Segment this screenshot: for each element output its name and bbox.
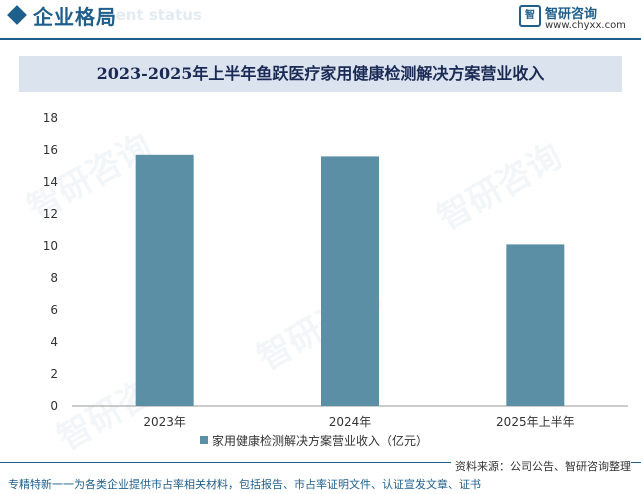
bar-chart: 0 2 4 6 8 10 12 14 16 18 2023年 2024年 2025年上半年家用健康检测解… <box>43 111 628 448</box>
x-tick-label: 2024年 <box>329 415 372 429</box>
legend-label: 家用健康检测解决方案营业收入（亿元） <box>212 433 428 448</box>
chart-title-box: 2023-2025年上半年鱼跃医疗家用健康检测解决方案营业收入 <box>19 56 622 92</box>
section-title-background-text: ment status <box>100 6 202 24</box>
y-tick-label: 6 <box>50 303 58 317</box>
logo-url: www.chyxx.com <box>545 20 626 31</box>
y-tick-label: 0 <box>50 399 58 413</box>
section-title: 企业格局 <box>33 5 117 29</box>
x-tick-label: 2023年 <box>143 415 186 429</box>
chart-title: 2023-2025年上半年鱼跃医疗家用健康检测解决方案营业收入 <box>96 64 545 83</box>
logo-name: 智研咨询 <box>545 7 598 22</box>
y-tick-label: 12 <box>43 207 58 221</box>
footer-divider <box>0 462 641 463</box>
bar <box>321 156 379 406</box>
y-tick-label: 2 <box>50 367 58 381</box>
page-header: ment status 企业格局 智 智研咨询 www.chyxx.com <box>0 0 641 40</box>
legend-swatch <box>200 436 208 444</box>
diamond-icon <box>7 5 27 25</box>
footer-note: 专精特新一一为各类企业提供市占率相关材料，包括报告、市占率证明文件、认证宣发文章… <box>8 478 481 491</box>
x-tick-label: 2025年上半年 <box>496 415 575 429</box>
header-divider <box>0 38 641 40</box>
y-tick-label: 4 <box>50 335 58 349</box>
y-tick-label: 18 <box>43 111 58 125</box>
y-tick-label: 16 <box>43 143 58 157</box>
logo-mark-icon: 智 <box>519 5 541 27</box>
bar <box>506 244 565 406</box>
footer-source: 资料来源：公司公告、智研咨询整理 <box>451 458 631 474</box>
y-tick-label: 10 <box>43 239 58 253</box>
y-tick-label: 8 <box>50 271 58 285</box>
bar <box>135 154 194 406</box>
y-tick-label: 14 <box>43 175 58 189</box>
brand-logo: 智 智研咨询 www.chyxx.com <box>519 3 631 35</box>
